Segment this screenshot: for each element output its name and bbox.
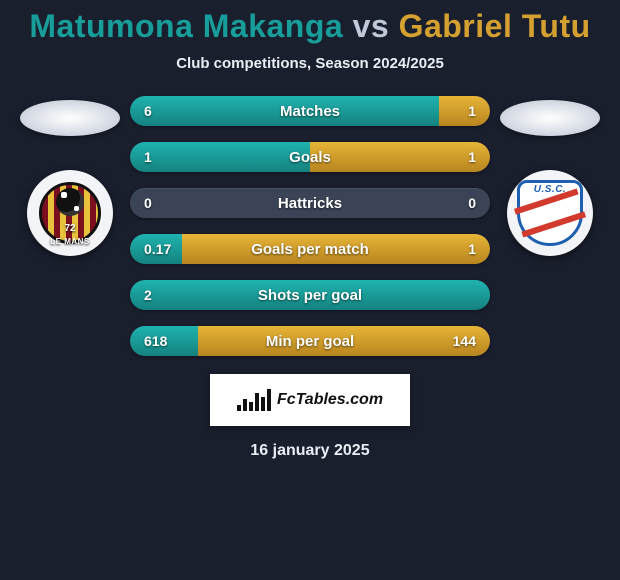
player1-name: Matumona Makanga — [29, 8, 343, 44]
player2-name: Gabriel Tutu — [399, 8, 591, 44]
stat-bar-min-per-goal: 618 Min per goal 144 — [130, 326, 490, 356]
lemans-number: 72 — [27, 223, 113, 234]
player1-photo-placeholder — [20, 100, 120, 136]
right-column: U.S.C. — [500, 100, 600, 256]
bar-fill-left — [130, 142, 310, 172]
player2-photo-placeholder — [500, 100, 600, 136]
usc-label: U.S.C. — [507, 184, 593, 195]
brand-text: FcTables.com — [277, 391, 383, 409]
main-row: 72 LE MANS 6 Matches 1 1 Goals 1 — [0, 96, 620, 356]
football-icon — [56, 188, 84, 216]
stat-value-right: 0 — [468, 188, 476, 218]
date-footer: 16 january 2025 — [250, 442, 369, 460]
brand-bars-icon — [237, 389, 271, 411]
comparison-title: Matumona Makanga vs Gabriel Tutu — [29, 8, 590, 45]
stat-bar-matches: 6 Matches 1 — [130, 96, 490, 126]
bar-fill-right — [198, 326, 490, 356]
stat-value-left: 0 — [144, 188, 152, 218]
bar-fill-left — [130, 326, 198, 356]
bar-fill-left — [130, 234, 182, 264]
stat-bar-shots-per-goal: 2 Shots per goal — [130, 280, 490, 310]
infographic-root: Matumona Makanga vs Gabriel Tutu Club co… — [0, 0, 620, 468]
stat-bar-hattricks: 0 Hattricks 0 — [130, 188, 490, 218]
bar-fill-right — [439, 96, 490, 126]
bar-fill-left — [130, 96, 439, 126]
stat-label: Hattricks — [130, 188, 490, 218]
stat-bar-goals: 1 Goals 1 — [130, 142, 490, 172]
player1-club-badge: 72 LE MANS — [27, 170, 113, 256]
season-subtitle: Club competitions, Season 2024/2025 — [176, 55, 444, 72]
bar-fill-right — [182, 234, 490, 264]
left-column: 72 LE MANS — [20, 100, 120, 256]
vs-separator: vs — [353, 8, 390, 44]
brand-watermark: FcTables.com — [210, 374, 410, 426]
bar-fill-left — [130, 280, 490, 310]
lemans-label: LE MANS — [27, 237, 113, 246]
stat-bars-column: 6 Matches 1 1 Goals 1 0 Hattricks 0 — [130, 96, 490, 356]
bar-fill-right — [310, 142, 490, 172]
stat-bar-goals-per-match: 0.17 Goals per match 1 — [130, 234, 490, 264]
player2-club-badge: U.S.C. — [507, 170, 593, 256]
